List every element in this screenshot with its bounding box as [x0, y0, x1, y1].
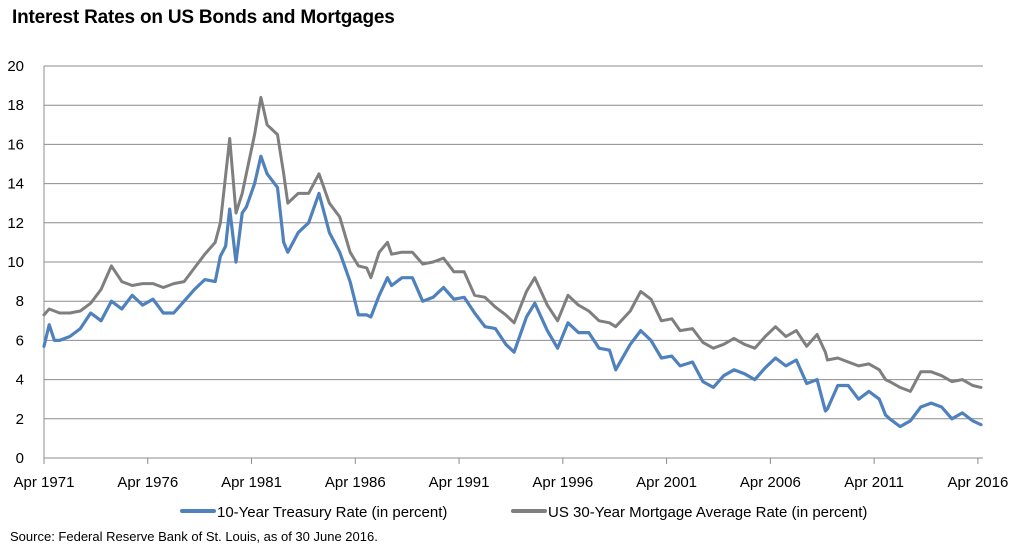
y-tick-label-6: 6 [16, 332, 24, 349]
x-axis: Apr 1971 Apr 1976 Apr 1981 Apr 1986 Apr 1991… [14, 66, 1008, 491]
x-tick-label-0: Apr 1971 [14, 474, 75, 491]
y-tick-label-16: 16 [7, 136, 24, 153]
grid-lines [44, 65, 983, 420]
legend: 10-Year Treasury Rate (in percent) US 30-… [180, 504, 867, 521]
x-tick-label-9: Apr 2016 [947, 474, 1008, 491]
y-tick-label-0: 0 [16, 450, 24, 467]
y-tick-label-20: 20 [7, 58, 24, 75]
x-tick-label-7: Apr 2006 [740, 474, 801, 491]
series-lines [42, 95, 983, 429]
y-tick-label-18: 18 [7, 97, 24, 114]
x-tick-label-1: Apr 1976 [117, 474, 178, 491]
x-tick-label-3: Apr 1986 [325, 474, 386, 491]
x-tick-label-4: Apr 1991 [429, 474, 490, 491]
y-tick-label-4: 4 [16, 372, 24, 389]
x-tick-label-6: Apr 2001 [636, 474, 697, 491]
series-line-mortgage [42, 95, 983, 393]
chart-title: Interest Rates on US Bonds and Mortgages [12, 7, 395, 28]
legend-label-treasury: 10-Year Treasury Rate (in percent) [217, 504, 447, 521]
x-tick-label-5: Apr 1996 [532, 474, 593, 491]
y-tick-label-10: 10 [7, 254, 24, 271]
y-tick-label-2: 2 [16, 411, 24, 428]
y-tick-label-12: 12 [7, 215, 24, 232]
x-tick-label-8: Apr 2011 [844, 474, 904, 491]
series-line-treasury [42, 154, 983, 429]
x-tick-label-2: Apr 1981 [221, 474, 282, 491]
y-tick-label-8: 8 [16, 293, 24, 310]
y-axis-ticks: 0 2 4 6 8 10 12 14 16 18 20 [7, 58, 24, 467]
source-note: Source: Federal Reserve Bank of St. Loui… [10, 529, 378, 544]
y-tick-label-14: 14 [7, 176, 24, 193]
legend-label-mortgage: US 30-Year Mortgage Average Rate (in per… [548, 504, 867, 521]
